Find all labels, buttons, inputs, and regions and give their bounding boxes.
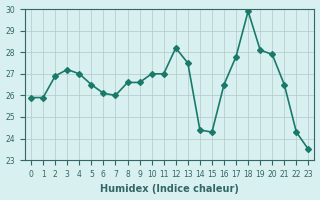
X-axis label: Humidex (Indice chaleur): Humidex (Indice chaleur) — [100, 184, 239, 194]
